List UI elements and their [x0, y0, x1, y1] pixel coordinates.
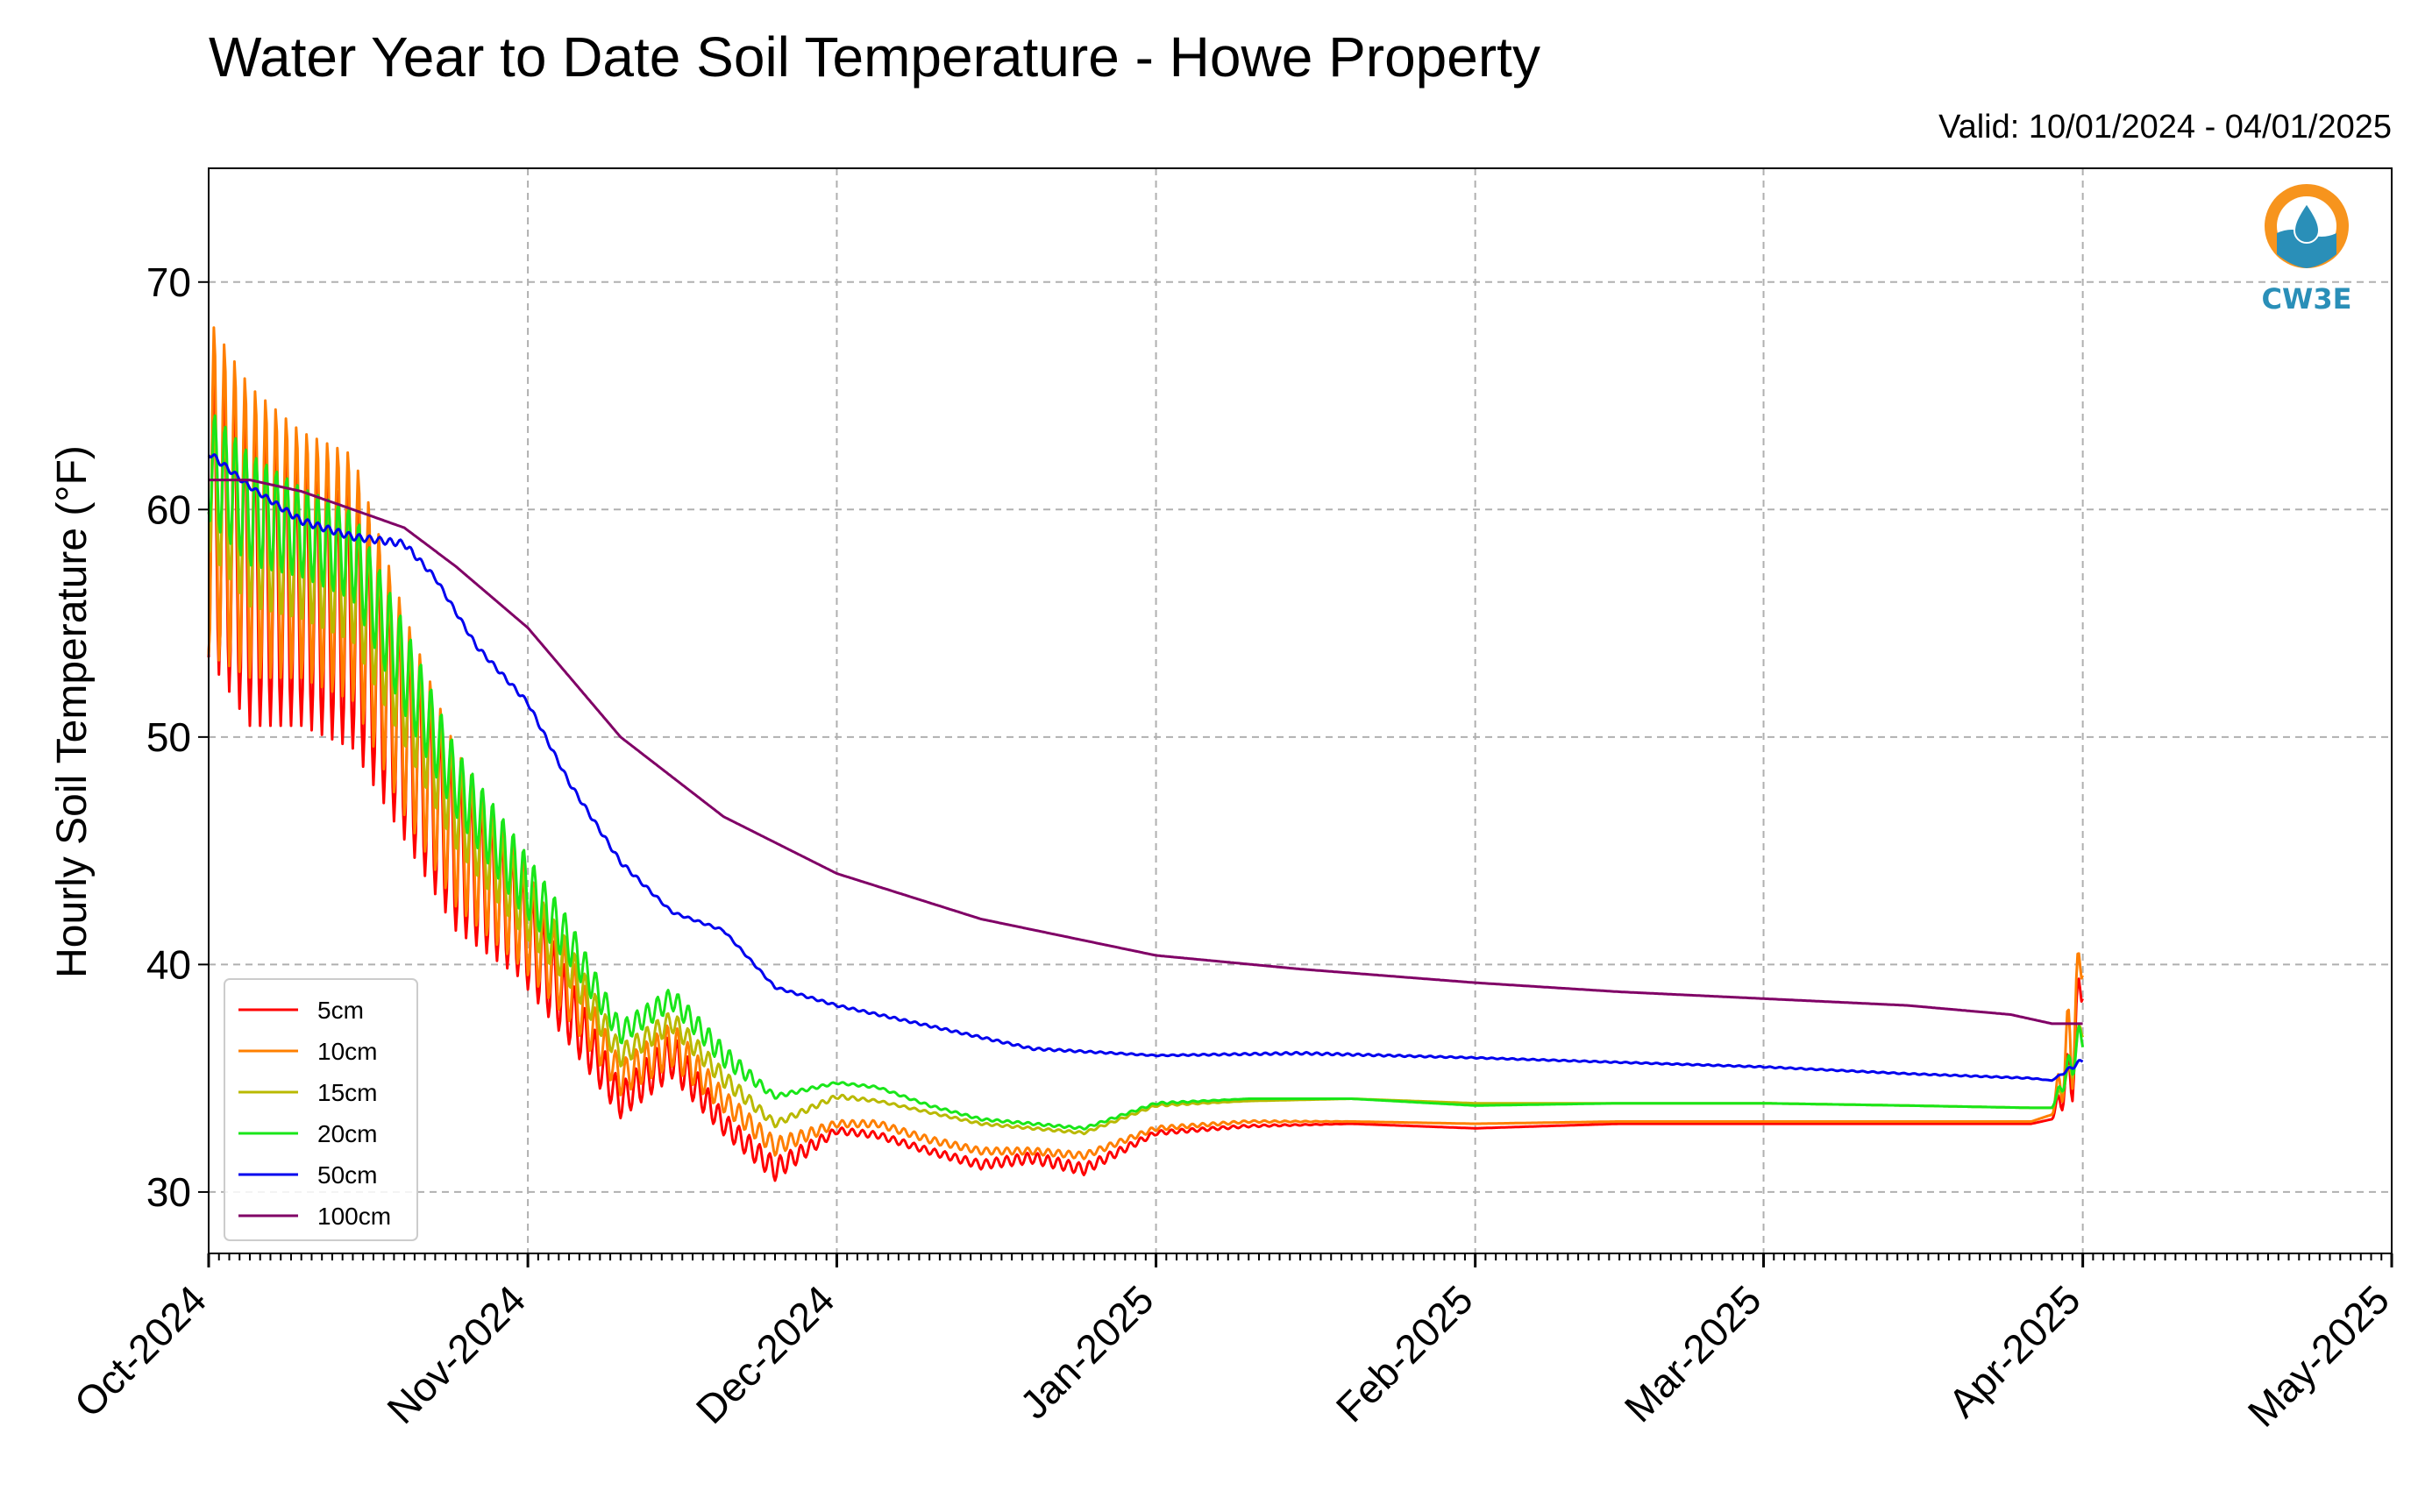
legend-label-5cm: 5cm: [317, 997, 364, 1024]
legend-label-100cm: 100cm: [317, 1203, 391, 1230]
series-line-20cm: [207, 414, 2085, 1131]
logo-text: CW3E: [2262, 282, 2352, 316]
y-tick-label: 40: [146, 941, 191, 987]
legend: 5cm 10cm 15cm 20cm 50cm 100cm: [224, 978, 418, 1241]
x-tick-label: Oct-2024: [66, 1276, 216, 1426]
series-lines: [207, 326, 2085, 1182]
y-tick-label: 60: [146, 486, 191, 532]
y-tick-label: 70: [146, 259, 191, 305]
series-line-100cm: [209, 479, 2083, 1026]
cw3e-logo: CW3E: [2262, 184, 2352, 316]
legend-label-50cm: 50cm: [317, 1161, 377, 1189]
series-line-10cm: [207, 326, 2084, 1161]
x-tick-label: May-2025: [2239, 1276, 2398, 1435]
y-axis-label: Hourly Soil Temperature (°F): [49, 445, 96, 978]
x-tick-label: Mar-2025: [1616, 1276, 1770, 1430]
chart-subtitle: Valid: 10/01/2024 - 04/01/2025: [1938, 109, 2392, 146]
logo-wave-icon: [2277, 230, 2336, 268]
x-tick-label: Feb-2025: [1327, 1276, 1482, 1430]
legend-label-15cm: 15cm: [317, 1079, 377, 1106]
legend-label-20cm: 20cm: [317, 1120, 377, 1147]
logo-droplet-icon: [2293, 202, 2321, 244]
series-line-15cm: [208, 426, 2085, 1136]
axis-ticks: [198, 280, 2393, 1267]
x-tick-label: Dec-2024: [687, 1276, 843, 1432]
x-tick-label: Nov-2024: [378, 1276, 534, 1432]
x-tick-label: Jan-2025: [1011, 1276, 1162, 1427]
x-tick-label: Apr-2025: [1939, 1276, 2089, 1426]
y-tick-label: 30: [146, 1169, 191, 1215]
legend-label-10cm: 10cm: [317, 1038, 377, 1065]
chart-title: Water Year to Date Soil Temperature - Ho…: [209, 25, 1540, 89]
series-line-5cm: [207, 368, 2084, 1182]
y-tick-label: 50: [146, 714, 191, 760]
series-line-50cm: [207, 453, 2084, 1083]
